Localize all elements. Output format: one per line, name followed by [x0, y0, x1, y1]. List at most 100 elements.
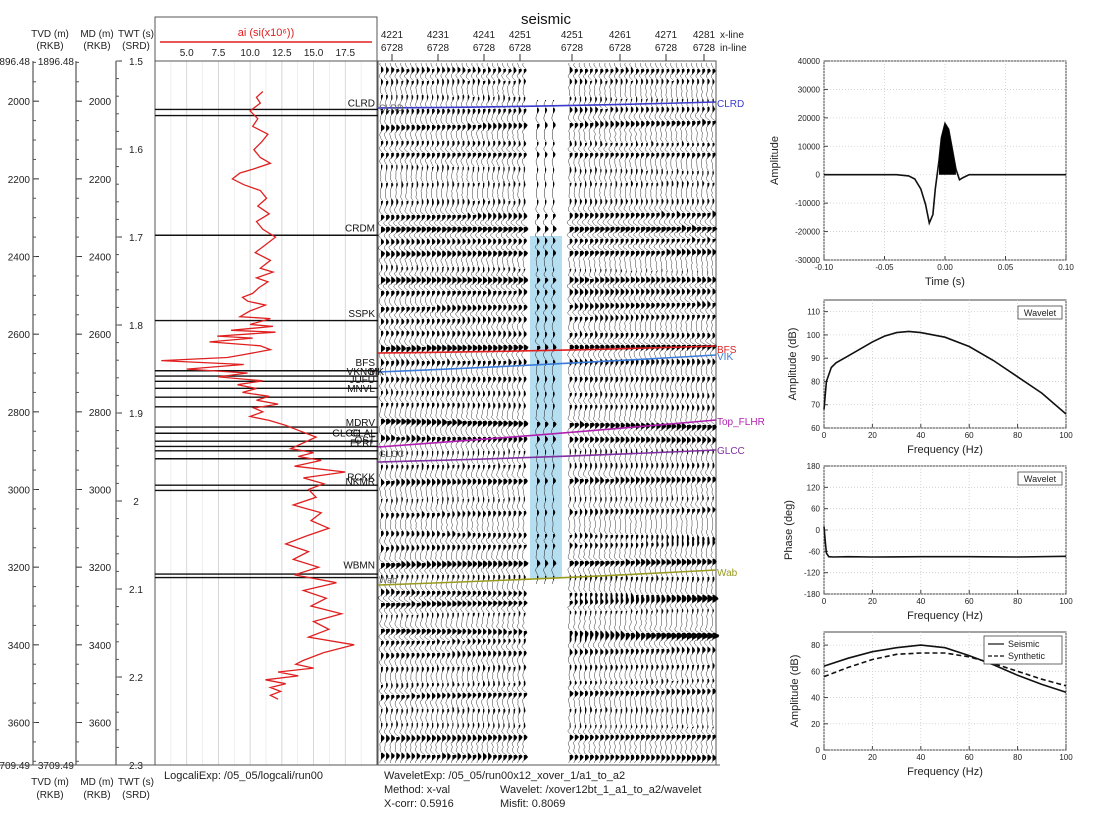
- log-marker-label: MDRV: [346, 418, 376, 429]
- inline-number: 6728: [473, 43, 496, 54]
- xline-number: 4251: [561, 30, 584, 41]
- ai-curve: [161, 91, 355, 700]
- seismic-traces: [378, 62, 720, 764]
- log-marker-label: BFS: [356, 358, 376, 369]
- horizon-inline-label: Wab: [379, 575, 397, 585]
- x-tick-label: 60: [965, 431, 974, 440]
- y-tick-label: 0: [816, 171, 821, 180]
- x-tick-label: 40: [916, 431, 925, 440]
- y-tick-label: 70: [811, 401, 820, 410]
- tvd-footer-label: TVD (m): [31, 777, 69, 788]
- horizon-line: [377, 419, 717, 448]
- y-tick-label: -10000: [795, 199, 820, 208]
- x-tick-label: 100: [1059, 431, 1073, 440]
- md-tick-label: 3200: [89, 563, 112, 574]
- x-tick-label: 40: [916, 597, 925, 606]
- log-marker-label: NKMR: [346, 477, 375, 488]
- y-tick-label: -30000: [795, 256, 820, 265]
- series-line: [823, 330, 1067, 415]
- log-marker-label: GLAL: [350, 429, 376, 440]
- md-tick-label: 2800: [89, 408, 112, 419]
- tvd-tick-label: 2200: [8, 175, 31, 186]
- xline-number: 4261: [609, 30, 632, 41]
- md-tick-label: 2200: [89, 175, 112, 186]
- y-tick-label: 60: [811, 424, 820, 433]
- y-tick-label: 30000: [798, 85, 821, 94]
- horizon-label: GLCC: [717, 446, 745, 457]
- misfit-text: Misfit: 0.8069: [500, 798, 565, 810]
- x-tick-label: -0.05: [875, 263, 894, 272]
- tvd-header-label: TVD (m): [31, 29, 69, 40]
- y-tick-label: 60: [811, 667, 820, 676]
- x-axis-label: Frequency (Hz): [907, 766, 983, 778]
- wavelet-path-text: Wavelet: /xover12bt_1_a1_to_a2/wavelet: [500, 784, 701, 796]
- xline-number: 4221: [381, 30, 404, 41]
- legend-box: [983, 635, 1063, 665]
- horizon-label: Wab: [717, 568, 738, 579]
- twt-tick-label: 2.3: [129, 761, 143, 772]
- wavelet-time-chart: -0.10 -0.05 0.00 0.05 0.10 -30000 -20000 -10000…: [769, 57, 1074, 288]
- tvd-tick-label: 3000: [8, 486, 31, 497]
- ai-tick-label: 5.0: [180, 48, 194, 59]
- md-tick-label: 2600: [89, 330, 112, 341]
- log-marker-label: OST: [354, 436, 375, 447]
- y-tick-label: -20000: [795, 228, 820, 237]
- y-tick-label: 120: [807, 483, 821, 492]
- x-tick-label: 0: [822, 597, 827, 606]
- log-marker-label: CLRD: [348, 99, 375, 110]
- tvd-header-sub: (RKB): [36, 41, 63, 52]
- twt-tick-label: 1.5: [129, 57, 143, 68]
- y-tick-label: 80: [811, 641, 820, 650]
- seismic-title: seismic: [521, 11, 572, 28]
- y-axis-label: Phase (deg): [783, 500, 795, 560]
- twt-tick-label: 2.2: [129, 673, 143, 684]
- y-tick-label: -180: [804, 590, 821, 599]
- x-tick-label: 60: [965, 597, 974, 606]
- legend-label: Wavelet: [1024, 474, 1057, 484]
- tvd-tick-label: 2000: [8, 97, 31, 108]
- inline-number: 6728: [381, 43, 404, 54]
- wavelet-positive-lobe: [939, 123, 956, 175]
- seismic-wiggle-lines: [378, 62, 720, 764]
- x-tick-label: 0: [822, 753, 827, 762]
- x-tick-label: 80: [1013, 597, 1022, 606]
- horizon-label: BFS: [717, 345, 737, 356]
- xcorr-text: X-corr: 0.5916: [384, 798, 454, 810]
- y-tick-label: 90: [811, 354, 820, 363]
- x-tick-label: 80: [1013, 753, 1022, 762]
- y-tick-label: -120: [804, 569, 821, 578]
- y-axis-label: Amplitude: [769, 136, 781, 185]
- x-tick-label: 80: [1013, 431, 1022, 440]
- twt-tick-label: 1.6: [129, 145, 143, 156]
- y-tick-label: -60: [808, 547, 820, 556]
- tvd-tick-label: 3200: [8, 563, 31, 574]
- y-tick-label: 110: [807, 308, 820, 317]
- horizon-inline-label: GLCC: [379, 449, 405, 459]
- tvd-footer-sub: (RKB): [36, 790, 63, 801]
- legend-box: [1017, 305, 1063, 320]
- log-marker-label: GLCC: [332, 429, 360, 440]
- ai-tick-label: 7.5: [211, 48, 225, 59]
- ai-tick-label: 15.0: [304, 48, 324, 59]
- ai-curve-label: ai (si(x10⁶)): [238, 27, 294, 39]
- horizon-line: [377, 345, 717, 354]
- ai-grid: 5.0 7.5 10.0 12.5 15.0 17.5: [155, 48, 377, 765]
- synthetic-wiggle-lines: [534, 99, 557, 585]
- y-tick-label: 40000: [798, 57, 821, 66]
- ai-tick-label: 17.5: [336, 48, 356, 59]
- x-tick-label: 0.10: [1058, 263, 1074, 272]
- legend-box: [1017, 471, 1063, 486]
- seismic-synthetic-spectrum-chart: 0 20 40 60 80 100 0 20 40 60 80 Frequency (Hz) Ampli…: [789, 631, 1073, 778]
- inline-number: 6728: [427, 43, 450, 54]
- x-tick-label: -0.10: [815, 263, 834, 272]
- trace-headers: 4221 6728 4231 6728 4241 6728 4251 6728 4251 6728…: [381, 30, 716, 61]
- y-axis-label: Amplitude (dB): [787, 328, 799, 401]
- depth-and-time-axes: 1896.48 1896.48 3709.49 3709.49 2000 2000 2200…: [0, 57, 143, 772]
- series-line-dashed: [823, 652, 1067, 687]
- log-marker-label: SSPK: [348, 309, 375, 320]
- twt-footer-sub: (SRD): [122, 790, 150, 801]
- horizon-line: [377, 449, 717, 463]
- md-footer-sub: (RKB): [83, 790, 110, 801]
- md-tick-label: 3400: [89, 641, 112, 652]
